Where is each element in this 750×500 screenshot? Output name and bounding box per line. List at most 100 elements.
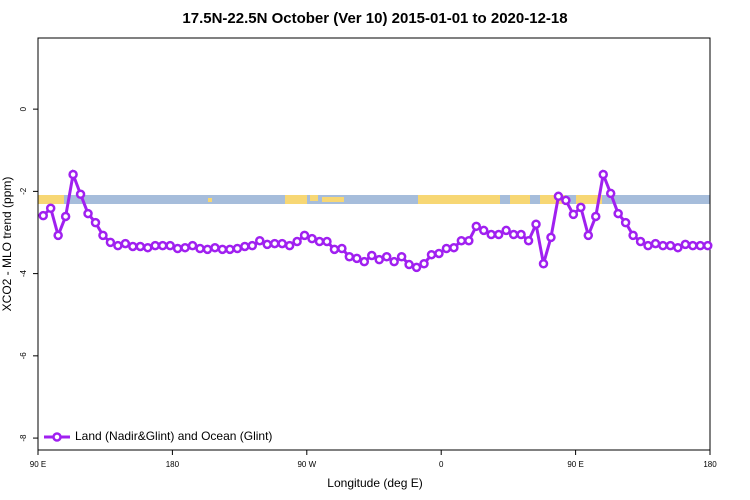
data-point (658, 240, 668, 251)
data-point (337, 243, 347, 254)
data-point (53, 230, 63, 241)
data-point (598, 169, 608, 180)
data-point (419, 258, 429, 269)
data-point (172, 243, 183, 254)
data-point (322, 236, 332, 247)
data-point (508, 229, 519, 240)
data-point (561, 195, 571, 206)
data-point (643, 240, 653, 251)
data-point (367, 250, 377, 261)
data-point (695, 240, 706, 251)
data-point (38, 210, 48, 221)
data-point (352, 253, 362, 264)
data-point (591, 211, 601, 222)
data-point (195, 243, 205, 254)
data-point (60, 211, 71, 222)
data-point (210, 242, 220, 253)
data-point (449, 242, 459, 253)
data-point (456, 235, 467, 246)
data-point (83, 208, 93, 219)
data-point (688, 240, 698, 251)
y-axis-label: XCO2 - MLO trend (ppm) (0, 177, 14, 312)
data-point (68, 169, 78, 180)
data-point (411, 262, 422, 273)
x-tick-label: 90 W (297, 460, 316, 469)
data-point (135, 241, 146, 252)
data-point (568, 209, 579, 220)
data-point (180, 242, 190, 253)
data-point (255, 235, 265, 246)
data-point (501, 225, 511, 236)
data-point (635, 236, 646, 247)
legend-label: Land (Nadir&Glint) and Ocean (Glint) (75, 429, 272, 443)
data-point (650, 238, 661, 249)
x-tick-label: 0 (439, 460, 444, 469)
data-point (225, 244, 235, 255)
data-point (680, 239, 691, 250)
x-axis-label: Longitude (deg E) (327, 476, 422, 490)
data-point (613, 208, 623, 219)
data-point (426, 249, 437, 260)
data-point (75, 189, 86, 199)
x-tick-label: 180 (703, 460, 717, 469)
data-point (546, 232, 556, 243)
data-point (531, 219, 541, 230)
data-point (329, 244, 340, 255)
data-point (262, 239, 272, 250)
data-point (344, 251, 355, 262)
data-point (269, 238, 280, 249)
data-point (143, 242, 153, 253)
data-point (157, 240, 168, 251)
y-tick-label: -4 (19, 270, 28, 278)
data-point (493, 229, 504, 240)
x-tick-label: 90 E (30, 460, 46, 469)
data-point (202, 244, 213, 255)
data-point (381, 251, 392, 262)
data-point (703, 240, 713, 251)
data-point (45, 203, 56, 213)
data-point (523, 235, 534, 246)
y-tick-label: -2 (19, 187, 28, 195)
data-point (553, 191, 564, 202)
data-point (284, 240, 295, 251)
data-point (389, 256, 399, 267)
data-point (441, 243, 452, 254)
data-point (538, 258, 549, 269)
data-point (247, 240, 258, 251)
data-point (404, 259, 414, 270)
data-point (90, 217, 101, 228)
chart-title: 17.5N-22.5N October (Ver 10) 2015-01-01 … (182, 10, 567, 27)
data-point (217, 244, 228, 255)
data-point (628, 230, 638, 241)
data-point (396, 251, 407, 262)
data-point (479, 225, 489, 236)
data-point (605, 188, 616, 199)
data-point (150, 240, 160, 251)
data-point (673, 242, 683, 253)
y-tick-label: -6 (19, 352, 28, 360)
data-point (374, 254, 384, 265)
data-point (105, 237, 116, 248)
map-strip (38, 195, 710, 204)
data-point (516, 229, 526, 240)
data-point (165, 240, 175, 251)
data-point (292, 236, 302, 247)
x-tick-label: 180 (166, 460, 180, 469)
data-point (359, 256, 370, 267)
data-point (299, 230, 310, 241)
data-point (314, 236, 325, 247)
data-point (98, 230, 108, 241)
x-tick-label: 90 E (567, 460, 583, 469)
data-point (583, 230, 594, 241)
y-tick-label: 0 (19, 106, 28, 111)
data-point (486, 229, 496, 240)
legend-item: Land (Nadir&Glint) and Ocean (Glint) (44, 429, 272, 443)
data-point (471, 221, 482, 232)
legend-marker (52, 432, 62, 442)
data-point (113, 240, 123, 251)
data-point (128, 241, 138, 252)
data-point (277, 238, 287, 249)
data-point (665, 240, 676, 251)
data-point (434, 248, 444, 259)
